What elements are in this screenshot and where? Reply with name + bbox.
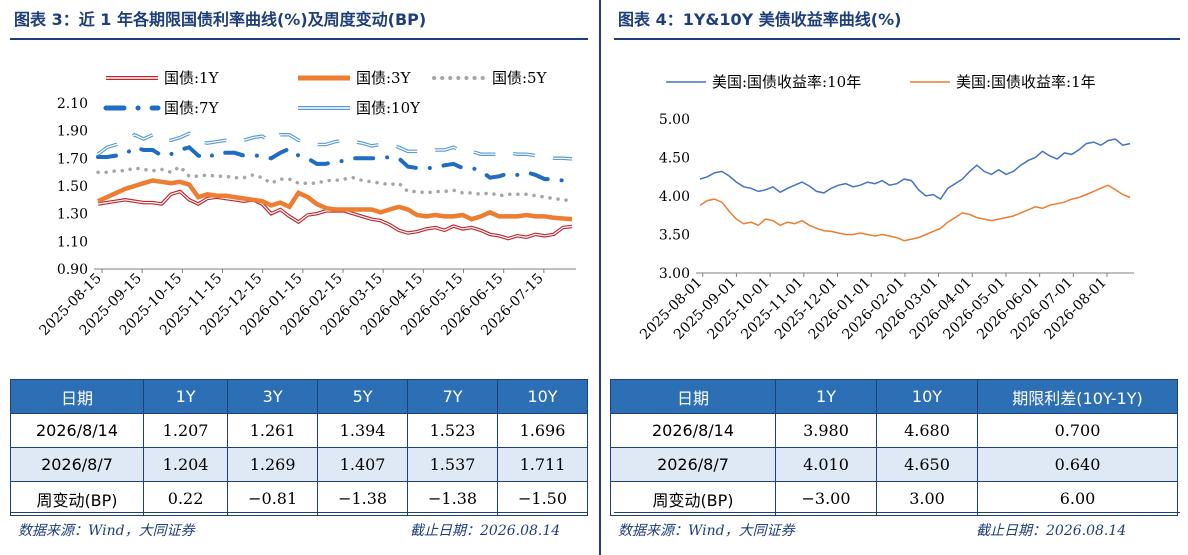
cell-date: 2026/8/7	[10, 447, 144, 482]
cell-value: 3.980	[775, 413, 877, 448]
cell-value: −0.81	[227, 481, 319, 516]
y-tick-label: 5.00	[659, 112, 690, 128]
cell-value: 3.00	[876, 481, 978, 516]
table-row: 2026/8/14 1.207 1.261 1.394 1.523 1.696	[10, 413, 588, 448]
y-tick-label: 1.10	[57, 234, 88, 250]
header-term-spread: 期限利差(10Y-1Y)	[977, 379, 1178, 414]
cell-value: 1.711	[497, 447, 588, 482]
legend-label: 国债:3Y	[356, 69, 412, 87]
right-panel: 图表 4：1Y&10Y 美债收益率曲线(%) 5.00 4.50 4.00 3.50 3…	[604, 0, 1188, 555]
series-line	[96, 131, 573, 161]
table-header-row: 日期 1Y 10Y 期限利差(10Y-1Y)	[610, 379, 1178, 414]
cutoff-date: 截止日期：2026.08.14	[976, 523, 1127, 539]
table-row: 2026/8/7 4.010 4.650 0.640	[610, 447, 1178, 482]
y-tick-label: 3.00	[659, 266, 690, 282]
table-header-row: 日期 1Y 3Y 5Y 7Y 10Y	[10, 379, 588, 414]
panel-divider	[599, 0, 601, 555]
header-5y: 5Y	[317, 379, 409, 414]
cell-value: 4.650	[876, 447, 978, 482]
cell-value: 4.680	[876, 413, 978, 448]
cell-date: 2026/8/14	[10, 413, 144, 448]
legend-label: 美国:国债收益率:1年	[956, 73, 1096, 91]
cell-value: 1.523	[407, 413, 499, 448]
chart-title: 图表 3：近 1 年各期限国债利率曲线(%)及周度变动(BP)	[14, 10, 427, 29]
cell-value: −1.38	[317, 481, 409, 516]
cell-value: 1.204	[142, 447, 229, 482]
cell-value: 1.269	[227, 447, 319, 482]
title-divider	[10, 38, 588, 40]
footer-divider	[10, 512, 588, 513]
header-1y: 1Y	[142, 379, 229, 414]
series-line-inner	[97, 132, 573, 160]
legend-label: 国债:10Y	[356, 99, 421, 117]
y-tick-label: 1.70	[57, 151, 88, 167]
y-tick-label: 3.50	[659, 228, 690, 244]
title-divider	[614, 38, 1180, 40]
header-7y: 7Y	[407, 379, 499, 414]
y-tick-label: 1.90	[57, 124, 88, 140]
cell-value: 1.394	[317, 413, 409, 448]
cell-value: 1.261	[227, 413, 319, 448]
left-panel: 图表 3：近 1 年各期限国债利率曲线(%)及周度变动(BP) 2.10 1.90…	[10, 10, 588, 539]
cell-value: −3.00	[775, 481, 877, 516]
header-date: 日期	[610, 379, 776, 414]
cell-label: 周变动(BP)	[10, 481, 144, 516]
cell-value: 1.696	[497, 413, 588, 448]
y-tick-label: 2.10	[57, 96, 88, 112]
table-row: 周变动(BP) 0.22 −0.81 −1.38 −1.38 −1.50	[10, 481, 588, 516]
series-line	[699, 138, 1131, 201]
series-line	[97, 178, 573, 222]
table-row: 周变动(BP) −3.00 3.00 6.00	[610, 481, 1178, 516]
source-note: 数据来源：Wind，大同证券	[618, 523, 795, 539]
cell-value: 0.22	[142, 481, 229, 516]
cell-value: 6.00	[977, 481, 1178, 516]
y-tick-label: 0.90	[57, 262, 88, 278]
header-10y: 10Y	[876, 379, 978, 414]
cell-value: 4.010	[775, 447, 877, 482]
header-3y: 3Y	[227, 379, 319, 414]
y-tick-label: 1.50	[57, 179, 88, 195]
table-row: 2026/8/7 1.204 1.269 1.407 1.537 1.711	[10, 447, 588, 482]
header-1y: 1Y	[775, 379, 877, 414]
legend-label: 美国:国债收益率:10年	[712, 73, 861, 91]
cell-value: 0.700	[977, 413, 1178, 448]
legend-label: 国债:1Y	[164, 69, 220, 87]
cell-label: 周变动(BP)	[610, 481, 776, 516]
y-tick-label: 4.50	[659, 151, 690, 167]
legend-label: 国债:7Y	[164, 99, 220, 117]
header-10y: 10Y	[497, 379, 588, 414]
cell-value: 1.407	[317, 447, 409, 482]
cell-value: −1.50	[497, 481, 588, 516]
chart-title: 图表 4：1Y&10Y 美债收益率曲线(%)	[618, 10, 902, 29]
us-treasury-yield-chart: 5.004.504.003.503.002025-08-012025-09-01…	[637, 73, 1134, 343]
legend-label: 国债:5Y	[492, 69, 548, 87]
cell-value: −1.38	[407, 481, 499, 516]
cell-date: 2026/8/7	[610, 447, 776, 482]
cell-value: 1.537	[407, 447, 499, 482]
header-date: 日期	[10, 379, 144, 414]
table-row: 2026/8/14 3.980 4.680 0.700	[610, 413, 1178, 448]
series-line	[96, 145, 574, 185]
series-line	[96, 164, 574, 203]
series-line	[699, 184, 1131, 242]
y-tick-label: 1.30	[57, 207, 88, 223]
cell-date: 2026/8/14	[610, 413, 776, 448]
cutoff-date: 截止日期：2026.08.14	[410, 523, 561, 539]
us-treasury-table: 日期 1Y 10Y 期限利差(10Y-1Y) 2026/8/14 3.980 4…	[610, 379, 1178, 516]
cn-bond-yield-chart: 2.101.901.701.501.301.100.902025-08-1520…	[36, 69, 576, 339]
y-tick-label: 4.00	[659, 189, 690, 205]
source-note: 数据来源：Wind，大同证券	[18, 523, 195, 539]
cell-value: 1.207	[142, 413, 229, 448]
cn-bond-table: 日期 1Y 3Y 5Y 7Y 10Y 2026/8/14 1.207 1.261…	[10, 379, 588, 516]
cell-value: 0.640	[977, 447, 1178, 482]
footer-divider	[614, 512, 1180, 513]
